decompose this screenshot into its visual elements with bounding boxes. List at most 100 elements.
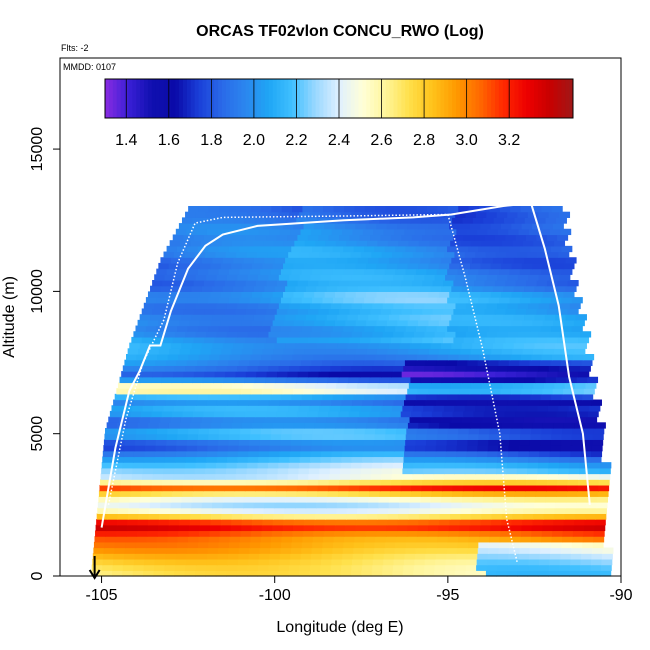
heatmap-cell [320,302,332,310]
heatmap-cell [306,217,318,224]
heatmap-cell [419,507,431,514]
heatmap-cell [426,536,438,543]
heatmap-cell [571,547,583,554]
heatmap-cell [150,314,162,321]
heatmap-cell [206,399,218,406]
heatmap-cell [182,490,194,497]
heatmap-cell [284,507,296,514]
heatmap-cell [490,388,502,395]
heatmap-cell [530,325,542,332]
heatmap-cell [121,473,133,480]
heatmap-cell [422,473,434,480]
heatmap-cell [535,376,547,384]
heatmap-cell [487,228,499,236]
heatmap-cell [283,291,294,298]
heatmap-cell [574,513,586,520]
arrow-head [88,569,101,580]
heatmap-cell [431,490,443,497]
heatmap-cell [208,428,220,435]
heatmap-cell [484,234,496,241]
heatmap-cell [415,541,427,549]
heatmap-cell [389,496,401,503]
heatmap-cell [422,234,434,241]
heatmap-cell [489,354,501,361]
heatmap-cell [534,342,546,349]
heatmap-cell [444,365,456,372]
heatmap-cell [99,484,111,492]
heatmap-cell [350,405,362,412]
heatmap-cell [142,467,154,475]
colorbar-swatch [401,79,406,118]
heatmap-cell [599,473,611,480]
heatmap-cell [151,410,163,418]
heatmap-cell [463,280,475,287]
heatmap-cell [341,456,353,463]
heatmap-cell [477,445,489,452]
heatmap-cell [210,223,222,230]
heatmap-cell [141,308,153,315]
heatmap-cell [421,484,433,492]
heatmap-cell [322,268,334,275]
heatmap-cell [355,262,367,270]
heatmap-cell [330,570,342,577]
heatmap-cell [486,274,498,281]
heatmap-cell [383,450,395,458]
heatmap-cell [207,359,219,366]
heatmap-cell [183,308,195,315]
heatmap-cell [388,382,400,389]
heatmap-cell [560,445,572,452]
heatmap-cell [466,553,478,560]
heatmap-cell [251,319,263,327]
heatmap-cell [256,405,268,412]
heatmap-cell [154,450,166,458]
heatmap-cell [291,297,303,304]
heatmap-cell [526,308,538,315]
heatmap-cell [455,302,467,310]
heatmap-cell [120,410,132,418]
heatmap-cell [332,547,344,554]
heatmap-cell [566,484,578,492]
heatmap-cell [307,336,319,344]
colorbar-swatch [300,79,305,118]
heatmap-cell [443,405,455,412]
heatmap-cell [287,308,299,315]
heatmap-cell [455,331,467,338]
heatmap-cell [569,302,581,310]
y-tick-label: 10000 [29,269,46,314]
heatmap-cell [299,456,311,463]
heatmap-cell [519,359,531,366]
heatmap-cell [446,439,458,446]
heatmap-cell [499,245,511,253]
heatmap-cell [123,456,135,463]
heatmap-cell [174,331,186,338]
heatmap-cell [407,388,419,395]
heatmap-cell [461,502,473,509]
colorbar-tick-label: 2.2 [285,132,307,149]
heatmap-cell [250,206,262,213]
heatmap-cell [343,268,355,275]
heatmap-cell [313,388,325,395]
heatmap-cell [274,496,286,503]
heatmap-cell [295,285,307,292]
heatmap-cell [459,319,471,327]
heatmap-cell [328,484,340,492]
heatmap-cell [147,319,159,327]
heatmap-cell [206,558,218,566]
heatmap-cell [514,376,526,384]
heatmap-cell [561,536,573,543]
heatmap-cell [430,502,442,509]
heatmap-cell [218,433,230,440]
heatmap-cell [256,371,268,378]
heatmap-cell [323,354,335,361]
heatmap-cell [445,331,457,338]
heatmap-cell [590,399,602,406]
heatmap-cell [444,462,456,469]
heatmap-cell [238,439,250,446]
heatmap-cell [254,217,266,224]
heatmap-cell [551,541,563,549]
heatmap-cell [198,536,210,543]
colorbar-swatch [420,79,426,118]
heatmap-cell [407,519,419,526]
heatmap-cell [185,558,197,566]
heatmap-cell [197,433,209,440]
